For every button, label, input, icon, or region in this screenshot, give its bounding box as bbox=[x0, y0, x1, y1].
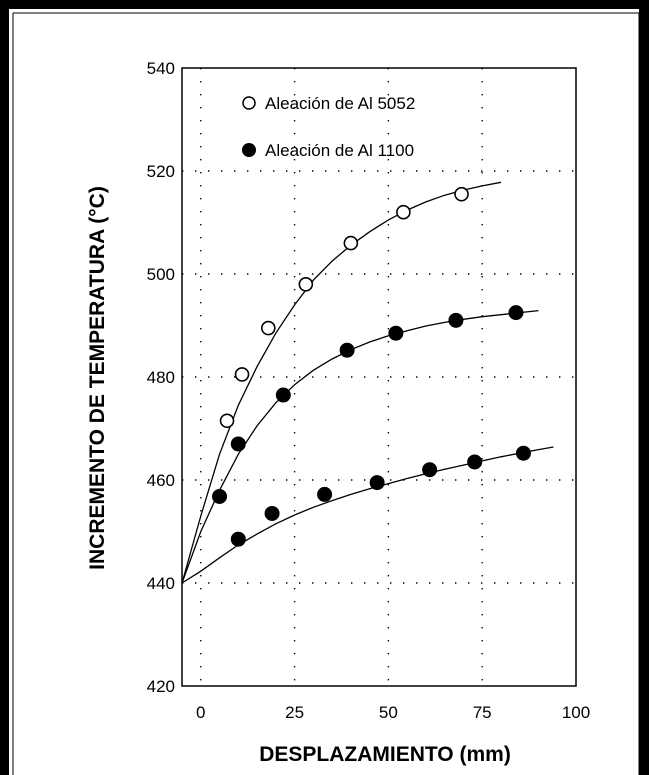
legend: Aleación de Al 5052 Aleación de Al 1100 bbox=[242, 94, 415, 160]
tick-labels: 0 25 50 75 100 420 440 460 480 500 520 540 bbox=[147, 59, 591, 722]
series-3-point bbox=[467, 454, 483, 470]
legend-marker-open-circle bbox=[242, 96, 256, 110]
series-1-point bbox=[234, 367, 250, 382]
series-1-point bbox=[454, 186, 469, 202]
y-axis-title: INCREMENTO DE TEMPERATURA (°C) bbox=[86, 186, 109, 570]
y-tick-label: 520 bbox=[147, 162, 175, 181]
series-3-point bbox=[369, 475, 385, 491]
series-3-point bbox=[264, 505, 280, 521]
y-tick-label: 480 bbox=[147, 368, 175, 387]
series-1-point bbox=[396, 204, 411, 220]
y-tick-label: 460 bbox=[147, 471, 175, 490]
legend-marker-filled-circle bbox=[242, 143, 256, 157]
series-1-curve bbox=[181, 181, 502, 584]
data-points bbox=[212, 186, 531, 547]
x-tick-label: 50 bbox=[379, 703, 398, 722]
x-tick-label: 25 bbox=[285, 703, 304, 722]
y-tick-label: 440 bbox=[147, 574, 175, 593]
series-2-point bbox=[275, 387, 291, 403]
x-tick-label: 100 bbox=[562, 703, 590, 722]
series-2-point bbox=[212, 488, 228, 504]
series-3-point bbox=[422, 462, 438, 478]
legend-label-series-2: Aleación de Al 1100 bbox=[265, 141, 414, 160]
series-3-point bbox=[230, 531, 246, 547]
x-tick-label: 75 bbox=[473, 703, 492, 722]
y-tick-label: 540 bbox=[147, 59, 175, 78]
plot-area-border bbox=[181, 67, 577, 687]
series-3-point bbox=[317, 486, 333, 502]
series-2-point bbox=[448, 312, 464, 328]
x-tick-label: 0 bbox=[196, 703, 205, 722]
series-1-point bbox=[219, 413, 235, 429]
series-2-point bbox=[339, 342, 355, 358]
series-2-point bbox=[508, 305, 524, 321]
series-1-point bbox=[298, 276, 314, 292]
series-3-point bbox=[515, 445, 531, 461]
series-1-point bbox=[261, 320, 276, 336]
figure-panel bbox=[9, 9, 639, 775]
y-tick-label: 500 bbox=[147, 265, 175, 284]
series-2-point bbox=[230, 436, 246, 452]
legend-label-series-1: Aleación de Al 5052 bbox=[265, 94, 415, 113]
series-1-point bbox=[343, 235, 359, 251]
y-tick-label: 420 bbox=[147, 677, 175, 696]
series-2-point bbox=[388, 325, 404, 341]
x-axis-title: DESPLAZAMIENTO (mm) bbox=[259, 743, 511, 766]
